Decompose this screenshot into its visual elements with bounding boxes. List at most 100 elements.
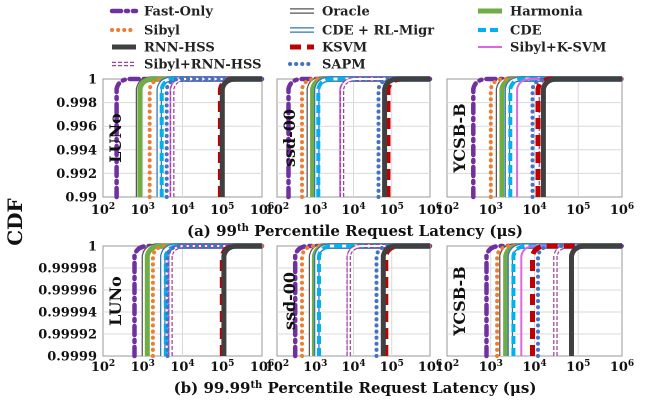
y-tick-label: 0.996: [56, 120, 97, 135]
series-cde: [163, 244, 262, 356]
row-caption: (a) 99th Percentile Request Latency (μs): [187, 222, 523, 240]
series-sibyl: [150, 244, 264, 358]
x-tick-label: 102: [435, 202, 459, 218]
legend-label-harmonia: Harmonia: [510, 5, 583, 20]
series-fast-only: [484, 243, 625, 359]
panel-ycsb-b: YCSB-B 102 103 104 105 106: [435, 76, 634, 218]
series-ksvm: [530, 243, 622, 356]
legend-item-ksvm: KSVM: [290, 41, 367, 56]
x-tick-label: 105: [566, 359, 590, 375]
chart-row-b: 1 0.99998 0.99996 0.99994 0.99992 0.9999 (b) 9…: [38, 240, 634, 398]
series-rnn-hss: [380, 243, 430, 356]
legend-item-fast-only: Fast-Only: [109, 5, 213, 20]
legend-label-oracle: Oracle: [322, 5, 370, 20]
legend-label-fast-only: Fast-Only: [144, 5, 213, 20]
x-tick-label: 105: [566, 202, 590, 218]
x-tick-label: 104: [341, 202, 365, 218]
panel-label-ycsb-b: YCSB-B: [450, 103, 469, 173]
legend-label-cde-rl-migr: CDE + RL-Migr: [322, 24, 434, 39]
series-cde: [316, 77, 430, 197]
chart-row-a: 1 0.998 0.996 0.994 0.992 0.99 (a) 99th Percen…: [56, 73, 634, 241]
series-fast-only: [292, 243, 433, 359]
row-caption: (b) 99.99th Percentile Request Latency (…: [174, 379, 537, 397]
panel-label-luno: LUNo: [106, 276, 125, 326]
panel-ssd-00: ssd-00 102 103 104 105 106: [265, 76, 442, 218]
legend-item-sibyl: Sibyl: [110, 24, 180, 39]
series-sibyl-rnn-hss: [341, 78, 430, 197]
series-harmonia: [144, 243, 262, 356]
x-tick-label: 106: [418, 359, 442, 375]
legend-label-sibyl-k-svm: Sibyl+K-SVM: [510, 41, 606, 56]
legend-item-harmonia: Harmonia: [478, 5, 583, 20]
series-harmonia: [137, 76, 262, 197]
series-cde: [317, 244, 430, 356]
legend-item-sibyl-rnn-hss: Sibyl+RNN-HSS: [112, 58, 262, 73]
series-sibyl-k-svm: [520, 245, 622, 356]
y-tick-label: 1: [88, 240, 97, 255]
legend-label-sibyl-rnn-hss: Sibyl+RNN-HSS: [144, 58, 262, 73]
series-rnn-hss: [569, 243, 622, 356]
series-cde: [511, 244, 622, 356]
series-cde-rl-migr: [315, 244, 430, 356]
legend-item-cde-rl-migr: CDE + RL-Migr: [290, 24, 434, 39]
series-sapm: [374, 244, 432, 358]
legend-item-rnn-hss: RNN-HSS: [112, 41, 215, 56]
y-tick-label: 1: [88, 73, 97, 88]
legend-label-cde: CDE: [510, 24, 542, 39]
y-axis-label: CDF: [3, 198, 27, 245]
series-sibyl-rnn-hss: [347, 245, 430, 356]
series-sapm: [164, 77, 264, 199]
x-tick-label: 102: [265, 202, 289, 218]
series-sapm: [536, 244, 624, 358]
panel-label-luno: LUNo: [106, 113, 125, 163]
series-sibyl: [488, 77, 624, 199]
series-sapm: [165, 244, 264, 358]
x-tick-label: 105: [380, 359, 404, 375]
series-fast-only: [286, 76, 433, 200]
x-tick-label: 102: [91, 359, 115, 375]
x-tick-label: 105: [380, 202, 404, 218]
x-tick-label: 104: [170, 359, 194, 375]
series-sibyl: [300, 77, 432, 199]
x-tick-label: 106: [250, 359, 274, 375]
x-tick-label: 106: [418, 202, 442, 218]
y-tick-label: 0.994: [56, 143, 97, 158]
legend-item-sibyl-k-svm: Sibyl+K-SVM: [478, 41, 606, 56]
x-tick-label: 104: [522, 359, 546, 375]
series-fast-only: [471, 76, 625, 200]
y-tick-label: 0.992: [56, 167, 97, 182]
series-rnn-hss: [219, 76, 262, 197]
y-tick-label: 0.99: [65, 191, 97, 206]
y-tick-label: 0.99992: [38, 328, 97, 343]
legend-label-rnn-hss: RNN-HSS: [144, 41, 215, 56]
legend-label-ksvm: KSVM: [322, 41, 367, 56]
x-tick-label: 104: [170, 202, 194, 218]
y-tick-label: 0.9999: [47, 350, 97, 365]
x-tick-label: 103: [479, 359, 503, 375]
legend-label-sapm: SAPM: [322, 58, 366, 73]
panel-label-ssd-00: ssd-00: [280, 272, 299, 330]
y-tick-label: 0.99998: [38, 262, 97, 277]
legend-label-sibyl: Sibyl: [144, 24, 180, 39]
legend: Fast-Only Oracle Harmonia Sibyl CDE + RL-Mig…: [109, 5, 606, 73]
panel-label-ycsb-b: YCSB-B: [450, 266, 469, 336]
x-tick-label: 103: [131, 359, 155, 375]
x-tick-label: 102: [435, 359, 459, 375]
x-tick-label: 103: [131, 202, 155, 218]
y-tick-label: 0.99996: [38, 284, 97, 299]
x-tick-label: 106: [610, 359, 634, 375]
x-tick-label: 105: [210, 202, 234, 218]
series-rnn-hss: [540, 76, 622, 197]
x-tick-label: 103: [303, 202, 327, 218]
panel-label-ssd-00: ssd-00: [280, 109, 299, 167]
legend-item-sapm: SAPM: [288, 58, 366, 73]
panel-ycsb-b: YCSB-B 102 103 104 105 106: [435, 243, 634, 375]
x-tick-label: 104: [522, 202, 546, 218]
series-sibyl: [300, 244, 432, 358]
series-fast-only: [114, 76, 265, 200]
panel-ssd-00: ssd-00 102 103 104 105 106: [265, 243, 442, 375]
x-tick-label: 106: [250, 202, 274, 218]
x-tick-label: 104: [341, 359, 365, 375]
x-tick-label: 102: [91, 202, 115, 218]
